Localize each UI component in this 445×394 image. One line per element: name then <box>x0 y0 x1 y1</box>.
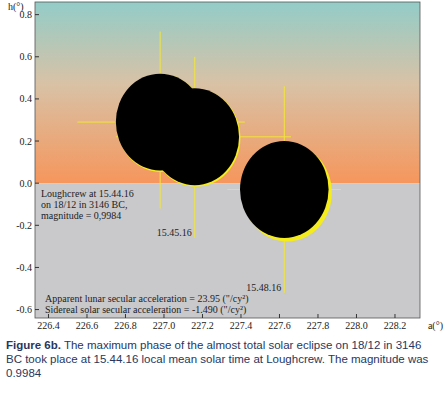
x-tick-label: 226.4 <box>37 320 60 331</box>
note-line: Loughcrew at 15.44.16 <box>41 188 134 199</box>
y-tick-label: 0.0 <box>20 178 33 189</box>
x-tick <box>394 314 395 318</box>
y-tick <box>35 267 39 268</box>
ground <box>35 183 420 318</box>
plot-frame <box>35 2 420 318</box>
y-tick <box>35 141 39 142</box>
y-tick <box>35 14 39 15</box>
y-tick-label: 0.6 <box>20 51 33 62</box>
y-tick-label: -0.6 <box>16 304 32 315</box>
note-line: magnitude = 0,9984 <box>41 210 121 221</box>
caption-label: Figure 6b. <box>6 339 61 351</box>
x-tick-label: 226.6 <box>76 320 99 331</box>
y-tick-label: 0.4 <box>20 93 33 104</box>
y-tick-label: -0.2 <box>16 220 32 231</box>
x-tick-label: 226.8 <box>114 320 137 331</box>
x-axis-label: a(°) <box>428 320 443 332</box>
x-tick-label: 228.2 <box>384 320 407 331</box>
x-tick <box>356 314 357 318</box>
x-tick-label: 228.0 <box>345 320 368 331</box>
y-tick-label: 0.2 <box>20 136 33 147</box>
time-label: 15.48.16 <box>246 282 281 293</box>
y-tick <box>35 183 39 184</box>
sun-disc <box>151 89 240 187</box>
y-tick <box>35 98 39 99</box>
y-tick <box>35 56 39 57</box>
caption-text: The maximum phase of the almost total so… <box>6 339 428 379</box>
x-tick <box>317 314 318 318</box>
plot-area <box>77 31 341 292</box>
footer-line: Sidereal solar secular acceleration = -1… <box>45 304 246 316</box>
note-line: on 18/12 in 3146 BC, <box>41 199 127 210</box>
y-tick <box>35 309 39 310</box>
y-tick-label: -0.4 <box>16 262 32 273</box>
caption: Figure 6b. The maximum phase of the almo… <box>6 338 439 380</box>
x-tick-label: 227.0 <box>153 320 176 331</box>
y-tick <box>35 225 39 226</box>
moon-disc <box>151 88 240 185</box>
x-tick-label: 227.6 <box>268 320 291 331</box>
time-label: 15.45.16 <box>157 227 192 238</box>
x-tick-label: 227.4 <box>230 320 253 331</box>
x-tick-label: 227.8 <box>307 320 330 331</box>
x-tick <box>279 314 280 318</box>
x-tick-label: 227.2 <box>191 320 214 331</box>
y-axis-label: h(°) <box>8 1 24 13</box>
moon-disc <box>240 141 329 238</box>
